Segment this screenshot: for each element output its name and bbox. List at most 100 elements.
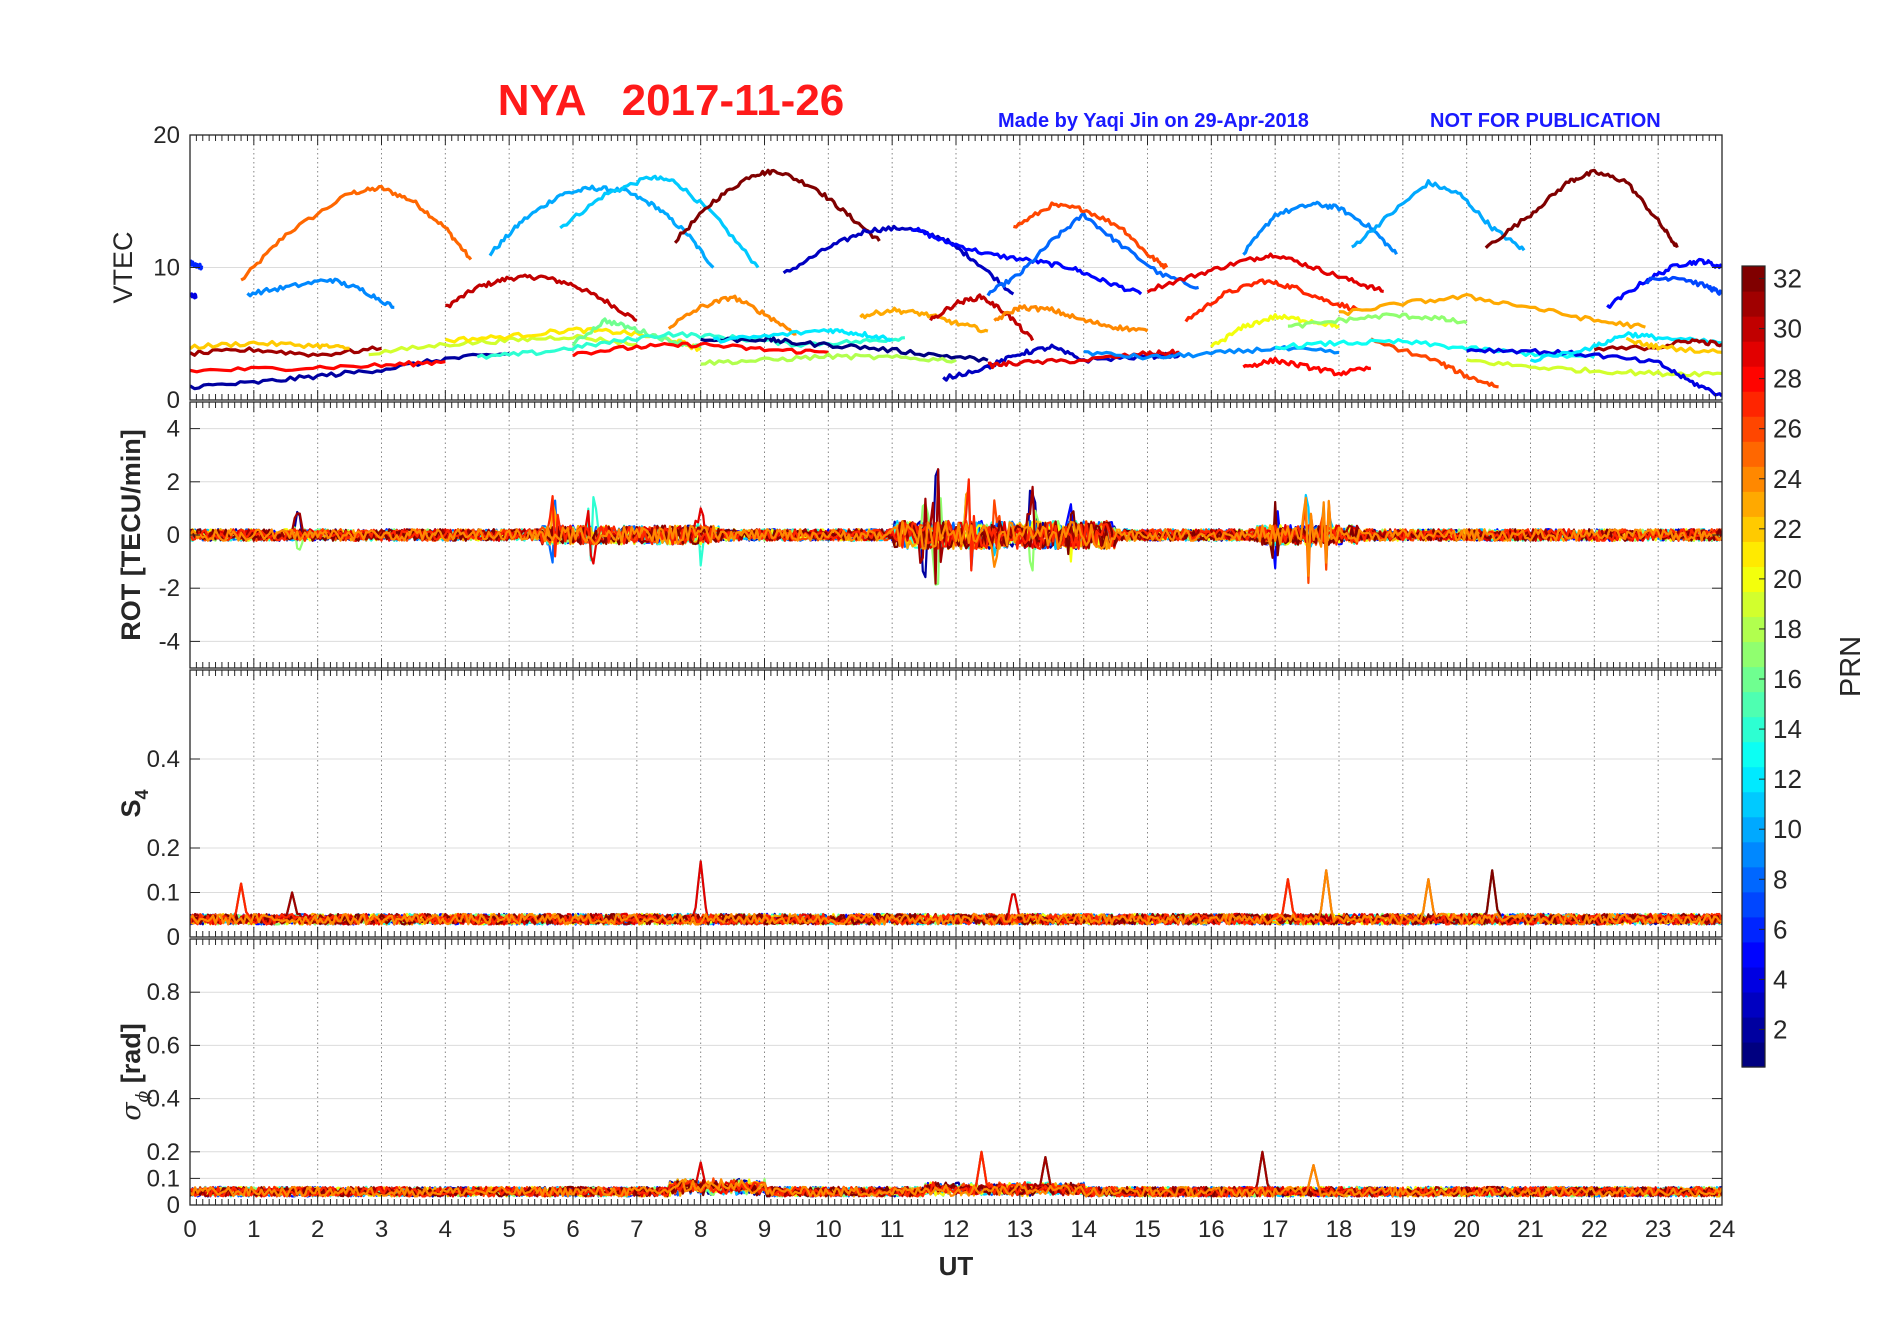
colorbar-segment: [1742, 616, 1765, 643]
colorbar-tick-label: 30: [1773, 314, 1802, 344]
colorbar-segment: [1742, 766, 1765, 793]
x-tick-label: 7: [630, 1216, 643, 1243]
colorbar-segment: [1742, 416, 1765, 442]
vtec-series-line: [700, 352, 957, 366]
colorbar-tick-label: 18: [1773, 614, 1802, 644]
colorbar-segment: [1742, 316, 1765, 342]
vtec-series-line: [476, 331, 906, 360]
vtec-series-line: [1242, 200, 1398, 256]
vtec-series-line: [572, 341, 829, 358]
vtec-series-line: [986, 211, 1199, 297]
colorbar-segment: [1742, 491, 1765, 517]
colorbar-segment: [1742, 291, 1765, 317]
vtec-series-line: [1338, 292, 1646, 329]
x-tick-label: 21: [1517, 1216, 1544, 1243]
colorbar-segment: [1742, 966, 1765, 993]
vtec-series-line: [1593, 338, 1722, 352]
y-tick-label: 0: [167, 387, 180, 414]
vtec-series-line: [667, 294, 797, 336]
x-tick-label: 5: [502, 1216, 515, 1243]
vtec-series-line: [993, 304, 1149, 333]
s4-data: [190, 860, 1722, 926]
colorbar-segment: [1742, 466, 1765, 492]
colorbar-label: PRN: [1835, 636, 1867, 697]
colorbar-segment: [1742, 941, 1765, 968]
colorbar-tick-label: 6: [1773, 914, 1787, 944]
colorbar-tick-label: 2: [1773, 1014, 1787, 1044]
y-tick-label: 0: [167, 1192, 180, 1219]
vtec-panel: 0 10 20 VTEC: [108, 122, 1723, 414]
vtec-series-line: [987, 348, 1180, 370]
x-tick-label: 16: [1198, 1216, 1225, 1243]
colorbar-tick-label: 16: [1773, 664, 1802, 694]
colorbar-tick-label: 10: [1773, 814, 1802, 844]
colorbar-segment: [1742, 891, 1765, 918]
vtec-series-line: [1013, 201, 1169, 270]
vtec-series-line: [1484, 168, 1679, 249]
s4-series-line: [190, 869, 1722, 926]
colorbar-tick-label: 22: [1773, 514, 1802, 544]
colorbar-tick-label: 26: [1773, 414, 1802, 444]
vtec-series-line: [1370, 337, 1499, 389]
colorbar-segment: [1742, 791, 1765, 818]
rot-series-line: [190, 468, 1722, 585]
colorbar-tick-label: 24: [1773, 464, 1802, 494]
vtec-series-line: [1530, 331, 1722, 363]
colorbar-segment: [1742, 641, 1765, 668]
sigma_phi-panel: 00.10.20.40.60.8σϕ [rad]0 1 2 3 4 5 6 7 8 9 10 11 12…: [116, 938, 1735, 1281]
x-tick-label: 22: [1581, 1216, 1608, 1243]
rot-panel: -4 -2 0 2 4 ROT [TECU/min]: [116, 401, 1723, 669]
vtec-series-line: [1184, 278, 1360, 323]
colorbar-segment: [1742, 341, 1765, 367]
x-tick-label: 0: [183, 1216, 196, 1243]
x-tick-label: 9: [758, 1216, 771, 1243]
x-tick-label: 23: [1645, 1216, 1672, 1243]
vtec-series-line: [559, 174, 760, 269]
x-tick-label: 12: [943, 1216, 970, 1243]
y-tick-label: -2: [159, 575, 180, 602]
vtec-series-line: [1274, 338, 1596, 360]
vtec-series-line: [246, 277, 395, 309]
rot-data: [190, 468, 1722, 586]
credit-text: Made by Yaqi Jin on 29-Apr-2018: [998, 110, 1309, 132]
vtec-series-line: [488, 184, 715, 269]
vtec-series-line: [700, 335, 989, 363]
vtec-series-line: [1351, 179, 1526, 252]
colorbar-segment: [1742, 716, 1765, 743]
x-tick-label: 10: [815, 1216, 842, 1243]
x-tick-label: 15: [1134, 1216, 1161, 1243]
y-tick-label: 0.1: [147, 1165, 180, 1192]
colorbar-tick-label: 8: [1773, 864, 1787, 894]
y-axis-label: S4: [116, 789, 152, 817]
vtec-series-line: [240, 184, 473, 282]
vtec-series-line: [929, 293, 1035, 342]
colorbar-tick-label: 20: [1773, 564, 1802, 594]
vtec-series-line: [190, 345, 382, 358]
vtec-series-line: [782, 224, 1015, 296]
y-tick-label: 20: [153, 122, 180, 149]
colorbar-segment: [1742, 566, 1765, 593]
vtec-series-line: [1645, 275, 1722, 296]
colorbar-segment: [1742, 266, 1765, 292]
vtec-series-line: [571, 317, 702, 349]
vtec-series-line: [673, 168, 881, 244]
y-tick-label: 0.1: [147, 880, 180, 907]
vtec-series-line: [1466, 358, 1722, 378]
vtec-series-line: [190, 339, 350, 351]
colorbar-segment: [1742, 591, 1765, 618]
vtec-series-line: [190, 359, 446, 374]
figure-title: NYA 2017-11-26: [497, 76, 845, 125]
y-tick-label: 0.8: [147, 979, 180, 1006]
x-axis-label: UT: [939, 1251, 974, 1281]
x-tick-label: 1: [247, 1216, 260, 1243]
x-tick-label: 13: [1006, 1216, 1033, 1243]
vtec-series-line: [445, 273, 638, 323]
colorbar-segment: [1742, 866, 1765, 893]
colorbar-segment: [1742, 916, 1765, 943]
s4-panel: 0 0.1 0.2 0.4 S4: [116, 669, 1723, 951]
y-tick-label: 0.2: [147, 1139, 180, 1166]
vtec-series-line: [190, 352, 510, 391]
colorbar-segment: [1742, 366, 1765, 392]
y-tick-label: 0.2: [147, 835, 180, 862]
